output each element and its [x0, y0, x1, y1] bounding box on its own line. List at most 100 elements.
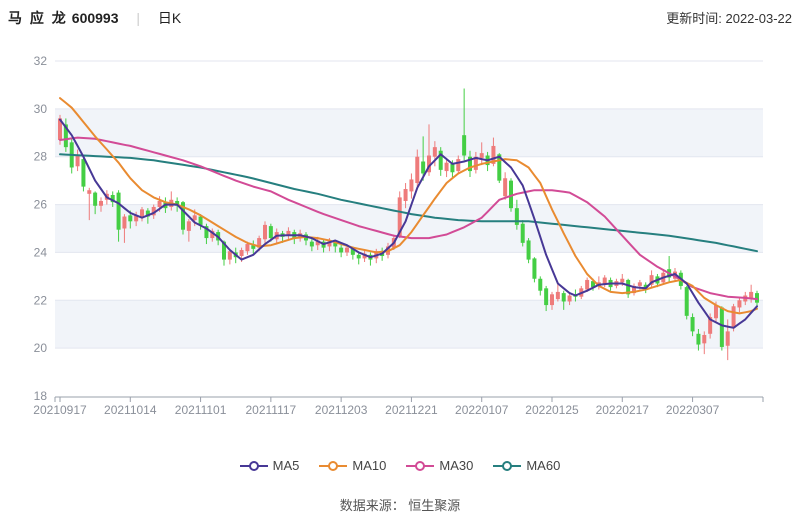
y-axis-label: 32 — [34, 54, 48, 68]
candle-20210928 — [87, 190, 92, 194]
legend-label: MA30 — [439, 458, 474, 473]
candle-20211126 — [309, 241, 314, 247]
candle-20220317 — [737, 300, 742, 308]
candle-20211011 — [110, 195, 115, 203]
candle-20211117 — [268, 226, 273, 239]
candle-20211224 — [427, 155, 431, 173]
ma60-legend-marker — [493, 460, 522, 471]
ma30-legend-marker — [406, 460, 435, 471]
candle-20211112 — [251, 245, 256, 249]
candle-20220119 — [526, 240, 531, 260]
candle-20220105 — [468, 156, 472, 172]
plot-band — [55, 108, 763, 157]
candle-20211203 — [339, 247, 344, 253]
candle-20211217 — [397, 197, 402, 237]
ma-line-ma5 — [59, 118, 758, 329]
candle-20220309 — [702, 334, 707, 344]
candle-20211105 — [222, 241, 226, 260]
candle-20211019 — [145, 210, 150, 217]
candle-20211015 — [134, 215, 139, 222]
candle-20220314 — [719, 307, 724, 347]
candle-20220210 — [591, 281, 595, 288]
candle-20210922 — [63, 124, 68, 148]
candle-20211206 — [345, 247, 349, 253]
candlestick-chart: 18 20 22 24 26 28 30 32 20210917 20211014 20211101… — [33, 54, 764, 417]
candle-20220307 — [690, 317, 695, 332]
candle-20211103 — [210, 230, 215, 239]
candle-20211207 — [350, 248, 355, 255]
title-group: 马 应 龙 600993 | 日K — [8, 8, 181, 28]
candle-20211201 — [327, 241, 332, 247]
candle-20211026 — [175, 200, 180, 206]
candle-20211111 — [245, 244, 250, 252]
legend-label: MA60 — [526, 458, 561, 473]
candle-20220315 — [725, 331, 730, 346]
candle-20211230 — [450, 163, 455, 173]
candle-20220104 — [462, 135, 467, 156]
candle-20210924 — [75, 155, 80, 167]
candle-20211209 — [362, 253, 367, 259]
candle-20211021 — [157, 200, 162, 207]
legend-item-ma30[interactable]: MA30 — [406, 458, 473, 473]
y-axis-label: 30 — [34, 102, 48, 116]
candle-20210929 — [93, 192, 98, 206]
candle-20220128 — [567, 295, 572, 302]
candle-20211115 — [257, 238, 262, 248]
candle-20211101 — [198, 216, 203, 225]
candle-20211102 — [204, 226, 209, 239]
candle-20220209 — [585, 279, 590, 290]
stock-name: 马 应 龙 — [8, 10, 68, 26]
candle-20220114 — [509, 180, 513, 209]
x-axis-label: 20220217 — [596, 403, 650, 417]
y-axis-label: 18 — [34, 389, 48, 403]
x-axis-label: 20211203 — [315, 403, 368, 417]
candle-20211028 — [186, 221, 191, 231]
candle-20211231 — [456, 159, 461, 172]
candle-20211020 — [151, 206, 156, 216]
candle-20220322 — [755, 293, 759, 303]
legend-item-ma60[interactable]: MA60 — [493, 458, 560, 473]
candle-20211222 — [415, 156, 420, 184]
candle-20220222 — [637, 282, 642, 286]
ma10-legend-marker — [319, 460, 348, 471]
header-separator: | — [136, 10, 141, 26]
candle-20211018 — [140, 209, 144, 217]
candle-20220224 — [649, 275, 654, 285]
y-axis-label: 26 — [34, 198, 48, 212]
candle-20211014 — [128, 215, 133, 222]
ma-line-ma30 — [59, 136, 758, 301]
data-source: 数据来源： 恒生聚源 — [339, 498, 461, 513]
stock-code: 600993 — [71, 10, 119, 26]
candle-20220218 — [626, 279, 631, 295]
y-axis-label: 24 — [34, 245, 48, 259]
x-axis-label: 20211101 — [175, 403, 227, 417]
candle-20220118 — [520, 223, 525, 243]
candle-20211223 — [421, 161, 426, 174]
candle-20220316 — [731, 306, 736, 328]
candle-20220125 — [550, 294, 554, 306]
x-axis-label: 20220107 — [455, 403, 509, 417]
candle-20220310 — [708, 317, 713, 334]
candle-20211228 — [438, 150, 443, 170]
candle-20211202 — [333, 242, 338, 247]
legend-item-ma10[interactable]: MA10 — [319, 458, 386, 473]
candle-20220221 — [632, 285, 636, 294]
candle-20220308 — [696, 333, 701, 345]
candle-20220121 — [538, 278, 543, 291]
candle-20220106 — [473, 156, 478, 170]
candle-20220127 — [561, 293, 566, 302]
x-axis-label: 20211221 — [385, 403, 438, 417]
candle-20220120 — [532, 258, 537, 279]
candle-20220321 — [749, 291, 754, 298]
candle-20211027 — [181, 202, 185, 230]
x-axis-label: 20220307 — [666, 403, 720, 417]
candle-20211220 — [403, 189, 408, 201]
candle-20220126 — [555, 291, 560, 300]
candle-20211129 — [315, 240, 320, 246]
y-axis-label: 20 — [34, 341, 48, 355]
legend-item-ma5[interactable]: MA5 — [239, 458, 300, 473]
x-axis-label: 20210917 — [33, 403, 87, 417]
legend-label: MA5 — [272, 458, 300, 473]
candle-20220117 — [514, 208, 519, 225]
candle-20220217 — [620, 278, 625, 283]
